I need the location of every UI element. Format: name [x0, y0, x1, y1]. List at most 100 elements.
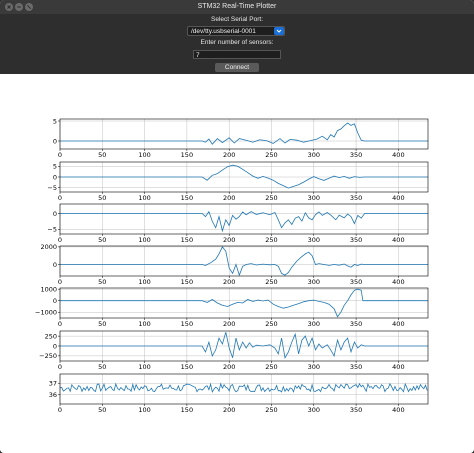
sensor-line [60, 122, 428, 145]
sensor-line [60, 332, 428, 359]
sensor-line [60, 246, 428, 277]
x-tick-label: 0 [58, 363, 62, 371]
subplot-1: 0 50 100 150 200 250 300 350 400 0 5 [53, 117, 429, 159]
close-icon[interactable] [5, 3, 13, 11]
x-tick-label: 0 [58, 236, 62, 244]
y-tick-label: −250 [39, 352, 57, 360]
x-tick-label: 400 [392, 406, 404, 414]
x-tick-label: 150 [181, 151, 193, 159]
x-tick-label: 350 [350, 151, 362, 159]
sensor-line [60, 210, 428, 233]
x-tick-label: 50 [98, 236, 106, 244]
y-tick-label: 0 [53, 261, 57, 269]
x-tick-label: 300 [308, 320, 320, 328]
x-tick-label: 50 [98, 278, 106, 286]
chevron-down-icon[interactable] [274, 27, 284, 35]
x-tick-label: 50 [98, 151, 106, 159]
x-tick-label: 250 [265, 151, 277, 159]
sensor-count-input[interactable]: 7 [193, 50, 281, 59]
x-tick-label: 400 [392, 236, 404, 244]
subplot-3: 0 50 100 150 200 250 300 350 400−50 [47, 203, 429, 244]
y-tick-label: 0 [53, 297, 57, 305]
x-tick-label: 100 [138, 363, 150, 371]
x-tick-label: 0 [58, 406, 62, 414]
x-tick-label: 250 [265, 194, 277, 202]
x-tick-label: 100 [138, 406, 150, 414]
y-tick-label: 0 [53, 173, 57, 181]
x-tick-label: 400 [392, 278, 404, 286]
x-tick-label: 400 [392, 151, 404, 159]
y-tick-label: 5 [53, 163, 57, 171]
axes-frame [59, 245, 429, 277]
x-tick-label: 50 [98, 194, 106, 202]
x-tick-label: 0 [58, 151, 62, 159]
sensors-label: Enter number of sensors: [200, 39, 274, 46]
y-tick-label: 0 [53, 137, 57, 145]
connect-button[interactable]: Connect [215, 63, 259, 72]
axes-frame [59, 330, 429, 362]
x-tick-label: 100 [138, 194, 150, 202]
x-tick-label: 100 [138, 278, 150, 286]
subplot-7: 0 50 100 150 200 250 300 350 400 36 37 [49, 373, 429, 414]
y-tick-label: −5 [47, 184, 57, 192]
y-tick-label: 250 [45, 332, 57, 340]
x-tick-label: 0 [58, 278, 62, 286]
x-tick-label: 50 [98, 320, 106, 328]
y-tick-label: −5 [47, 226, 57, 234]
x-tick-label: 0 [58, 194, 62, 202]
y-tick-label: −1000 [35, 309, 57, 317]
x-tick-label: 350 [350, 236, 362, 244]
x-tick-label: 250 [265, 278, 277, 286]
zoom-icon[interactable] [25, 3, 33, 11]
x-tick-label: 200 [223, 363, 235, 371]
sensor-line [60, 164, 428, 189]
minimize-icon[interactable] [15, 3, 23, 11]
title-bar: STM32 Real-Time Plotter [0, 0, 474, 14]
x-tick-label: 50 [98, 406, 106, 414]
x-tick-label: 200 [223, 236, 235, 244]
y-tick-label: 1000 [40, 285, 57, 293]
x-tick-label: 400 [392, 194, 404, 202]
x-tick-label: 150 [181, 363, 193, 371]
x-tick-label: 150 [181, 236, 193, 244]
x-tick-label: 200 [223, 151, 235, 159]
x-tick-label: 100 [138, 236, 150, 244]
x-tick-label: 400 [392, 363, 404, 371]
x-tick-label: 350 [350, 320, 362, 328]
x-tick-label: 150 [181, 320, 193, 328]
x-tick-label: 300 [308, 236, 320, 244]
x-tick-label: 200 [223, 194, 235, 202]
serial-port-select[interactable]: /dev/tty.usbserial-0001 [187, 26, 285, 36]
x-tick-label: 50 [98, 363, 106, 371]
y-tick-label: 0 [53, 210, 57, 218]
x-tick-label: 350 [350, 278, 362, 286]
x-tick-label: 300 [308, 194, 320, 202]
x-tick-label: 350 [350, 363, 362, 371]
y-tick-label: 0 [53, 342, 57, 350]
subplot-4: 0 50 100 150 200 250 300 350 400 0 2000 [40, 243, 429, 286]
x-tick-label: 250 [265, 236, 277, 244]
x-tick-label: 100 [138, 151, 150, 159]
x-tick-label: 300 [308, 406, 320, 414]
y-tick-label: 37 [49, 380, 57, 388]
port-label: Select Serial Port: [210, 16, 264, 23]
x-tick-label: 300 [308, 278, 320, 286]
y-tick-label: 2000 [40, 243, 57, 251]
x-tick-label: 100 [138, 320, 150, 328]
plot-canvas: 0 50 100 150 200 250 300 350 400 0 5 0 50 100 150 200 25… [0, 74, 474, 453]
x-tick-label: 200 [223, 278, 235, 286]
x-tick-label: 250 [265, 363, 277, 371]
y-tick-label: 36 [49, 391, 57, 399]
x-tick-label: 150 [181, 194, 193, 202]
sensor-line [60, 288, 428, 318]
axes-frame [59, 373, 429, 405]
x-tick-label: 200 [223, 320, 235, 328]
subplot-2: 0 50 100 150 200 250 300 350 400−505 [47, 161, 429, 202]
x-tick-label: 150 [181, 406, 193, 414]
x-tick-label: 400 [392, 320, 404, 328]
window-title: STM32 Real-Time Plotter [197, 3, 277, 10]
